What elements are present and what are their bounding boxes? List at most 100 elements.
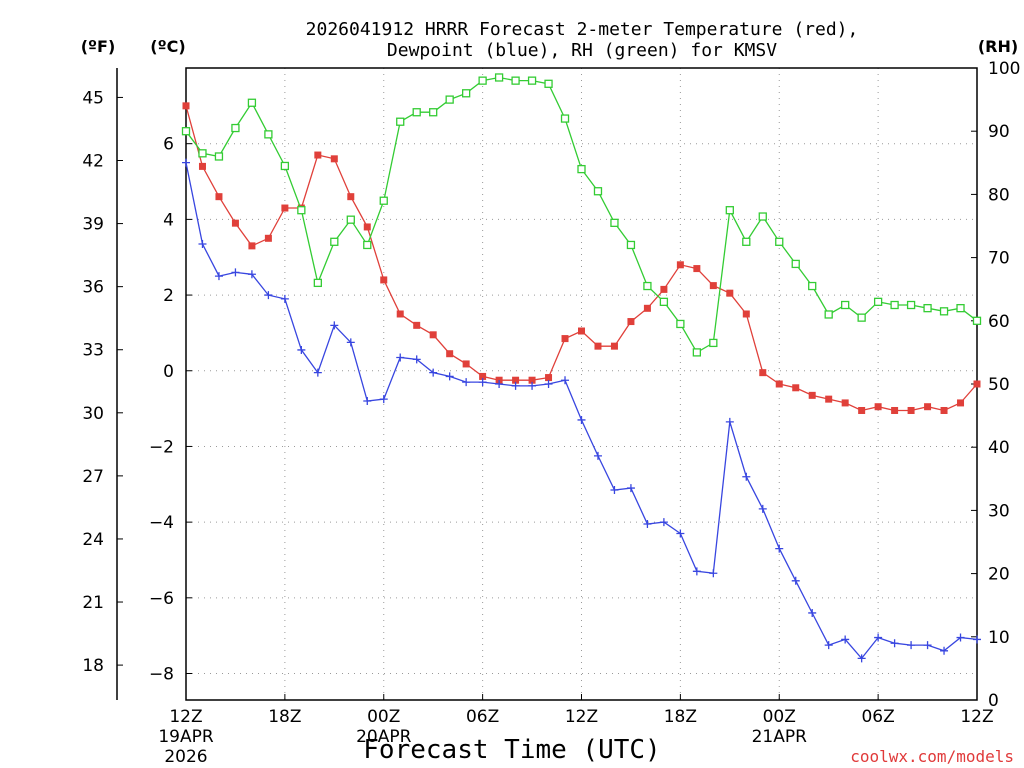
data-point [544,380,553,388]
rh-tick-label: 10 [988,628,1010,648]
rh-tick-label: 30 [988,501,1010,521]
data-point [824,641,833,650]
celsius-tick-label: 0 [163,362,174,382]
fahrenheit-tick-label: 45 [82,88,104,108]
data-point [693,265,701,273]
fahrenheit-tick-label: 24 [82,530,104,550]
fahrenheit-tick-label: 33 [82,341,104,361]
data-point [874,633,883,642]
data-point [924,403,932,411]
data-point [446,350,454,358]
data-point [363,223,371,231]
data-point [956,304,965,313]
data-point [742,472,751,481]
data-point [841,399,849,407]
chart-title-line1: 2026041912 HRRR Forecast 2-meter Tempera… [306,19,859,40]
data-point [314,151,322,159]
rh-tick-label: 60 [988,312,1010,332]
data-point [231,268,240,277]
data-point [445,372,454,381]
data-point [858,406,866,414]
data-point [462,378,471,387]
data-point [676,529,685,538]
rh-tick-label: 90 [988,122,1010,142]
data-point [923,641,932,650]
data-point [412,108,421,117]
data-point [479,372,487,380]
data-point [528,381,537,390]
data-point [808,281,817,291]
data-point [280,294,289,303]
data-point [890,639,899,648]
data-point [512,376,520,384]
x-tick-label: 00Z [763,707,796,727]
data-point [890,300,899,310]
data-point [313,368,322,377]
data-point [593,187,603,196]
data-point [643,304,651,312]
data-point [594,342,602,350]
series-layer [181,73,982,663]
data-point [610,342,618,350]
plot-grid [185,68,978,700]
data-point [759,369,767,377]
data-point [215,193,223,201]
data-point [726,289,734,297]
data-point [264,130,273,139]
data-point [560,114,570,123]
data-point [627,318,635,326]
rh-tick-label: 80 [988,185,1010,205]
data-point [247,98,257,107]
data-point [198,162,206,170]
fahrenheit-tick-label: 42 [82,152,104,172]
fahrenheit-tick-label: 21 [82,593,104,613]
data-point [429,368,438,377]
data-point [396,310,404,318]
plot-border [185,67,978,701]
data-point [643,281,652,291]
data-point [577,164,586,174]
data-point [461,89,471,98]
data-point [396,117,405,126]
data-point [214,152,224,161]
data-point [264,291,273,300]
data-point [181,127,191,136]
celsius-tick-label: −2 [149,437,174,457]
data-point [231,123,240,133]
fahrenheit-tick-label: 30 [82,404,104,424]
data-point [758,212,767,221]
data-point [857,654,866,663]
data-point [610,485,619,494]
data-point [297,206,306,215]
data-point [610,218,619,227]
rh-tick-label: 50 [988,375,1010,395]
data-point [643,520,652,529]
x-tick-label: 18Z [268,707,301,727]
data-point [940,646,949,655]
fahrenheit-tick-label: 18 [82,656,104,676]
x-tick-label: 06Z [466,707,499,727]
data-point [973,635,981,644]
data-point [347,193,355,201]
data-point [528,376,536,384]
data-point [429,108,438,117]
data-point [808,391,816,399]
credit-text: coolwx.com/models [850,747,1014,766]
data-point [231,219,239,227]
data-point [626,484,635,493]
rh-tick-label: 70 [988,249,1010,269]
data-point [841,300,850,310]
data-point [742,237,751,246]
data-point [330,321,339,330]
data-point [380,276,388,284]
data-point [478,76,487,85]
data-point [247,270,256,279]
axes: 454239363330272421186420−2−4−6−810090807… [82,59,1020,767]
data-point [182,102,190,110]
data-point [182,158,190,167]
series-rh [181,73,982,357]
data-point [561,335,569,343]
data-point [330,155,338,163]
celsius-axis-label: (ºC) [150,37,185,56]
